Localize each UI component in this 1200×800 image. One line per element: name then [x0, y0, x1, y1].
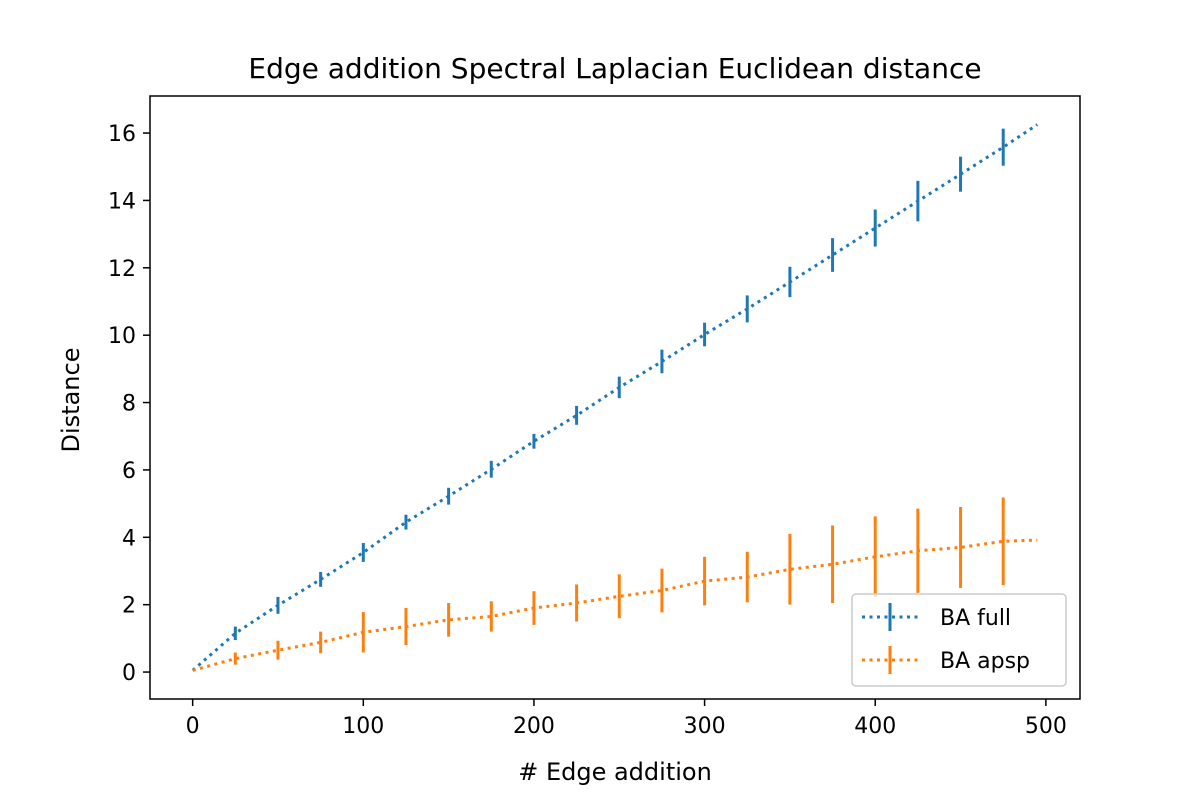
- y-axis-label: Distance: [57, 348, 85, 453]
- legend-entries: BA full BA apsp: [862, 603, 1030, 674]
- y-tick-label: 16: [108, 122, 136, 147]
- y-axis-ticks: 0 2 4 6 8 10 12 14 16: [108, 122, 150, 686]
- x-tick-label: 400: [854, 714, 896, 739]
- y-tick-label: 14: [108, 189, 136, 214]
- legend-entry: BA apsp: [862, 646, 1030, 674]
- series-layer: [191, 123, 1039, 672]
- x-tick-label: 100: [342, 714, 384, 739]
- plot-frame: [149, 95, 1081, 700]
- x-tick-label: 200: [513, 714, 555, 739]
- legend-label: BA full: [940, 606, 1011, 631]
- legend: BA full BA apsp: [851, 593, 1067, 687]
- series-1: [192, 497, 1038, 672]
- legend-box: [851, 593, 1067, 687]
- legend-entry: BA full: [862, 603, 1011, 631]
- legend-label: BA apsp: [940, 649, 1030, 674]
- x-tick-label: 0: [186, 714, 200, 739]
- y-tick-label: 2: [122, 594, 136, 619]
- y-tick-label: 12: [108, 257, 136, 282]
- x-axis-label: # Edge addition: [518, 758, 712, 786]
- series-0: [191, 123, 1039, 672]
- y-tick-label: 4: [122, 526, 136, 551]
- x-axis-ticks: 0 100 200 300 400 500: [186, 699, 1067, 739]
- chart-title: Edge addition Spectral Laplacian Euclide…: [248, 52, 981, 85]
- x-tick-label: 300: [684, 714, 726, 739]
- x-tick-label: 500: [1025, 714, 1067, 739]
- series-line: [192, 538, 1038, 672]
- y-tick-label: 6: [122, 459, 136, 484]
- y-tick-label: 8: [122, 392, 136, 417]
- y-tick-label: 10: [108, 324, 136, 349]
- y-tick-label: 0: [122, 661, 136, 686]
